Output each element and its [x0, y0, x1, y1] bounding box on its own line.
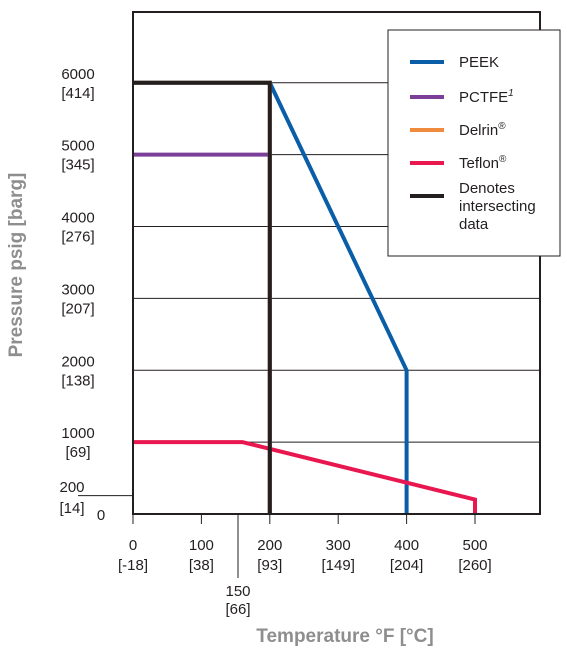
x-tick-label-c-300: [149]	[322, 557, 355, 574]
y-tick-label-0: 0	[97, 507, 105, 524]
y-tick-label-6000: 6000	[61, 66, 94, 83]
axes: 01000[69]2000[138]3000[207]4000[276]5000…	[59, 66, 491, 618]
series-line-pctfe	[133, 152, 272, 514]
y-axis-title: Pressure psig [barg]	[6, 173, 27, 358]
y-tick-label-bar-2000: [138]	[61, 372, 94, 389]
y-tick-label-bar-1000: [69]	[65, 444, 90, 461]
y-extra-tick-label: 200	[59, 479, 84, 496]
y-tick-label-3000: 3000	[61, 281, 94, 298]
y-tick-label-bar-6000: [414]	[61, 85, 94, 102]
x-tick-label-0: 0	[129, 537, 137, 554]
x-tick-label-c-0: [-18]	[118, 557, 148, 574]
legend-label-2: Delrin®	[459, 121, 506, 139]
y-tick-label-1000: 1000	[61, 425, 94, 442]
x-tick-label-500: 500	[462, 537, 487, 554]
x-axis-title: Temperature °F [°C]	[256, 626, 433, 647]
y-tick-label-bar-5000: [345]	[61, 157, 94, 174]
x-tick-label-400: 400	[394, 537, 419, 554]
x-extra-tick-label: 150	[225, 583, 250, 600]
legend: PEEK PCTFE1 Delrin® Teflon® Denotes intersect…	[387, 29, 561, 257]
x-tick-label-300: 300	[326, 537, 351, 554]
series-lines	[133, 80, 477, 514]
x-tick-label-200: 200	[257, 537, 282, 554]
legend-label-3: Teflon®	[459, 154, 507, 172]
plot-frame	[132, 11, 541, 515]
y-tick-label-2000: 2000	[61, 353, 94, 370]
x-tick-label-c-100: [38]	[189, 557, 214, 574]
legend-label-4: Denotes intersecting data	[459, 180, 536, 233]
x-tick-label-c-400: [204]	[390, 557, 423, 574]
x-extra-tick-label-c: [66]	[225, 601, 250, 618]
x-tick-label-100: 100	[189, 537, 214, 554]
legend-label-1: PCTFE1	[459, 88, 514, 106]
legend-box	[387, 29, 561, 257]
x-tick-label-c-500: [260]	[458, 557, 491, 574]
series-line-teflon	[133, 440, 477, 514]
y-tick-label-bar-4000: [276]	[61, 229, 94, 246]
series-line-denotes-intersecting-data	[133, 80, 272, 514]
y-extra-tick-label-bar: [14]	[59, 500, 84, 517]
x-tick-label-c-200: [93]	[257, 557, 282, 574]
y-tick-label-5000: 5000	[61, 138, 94, 155]
y-tick-label-bar-3000: [207]	[61, 300, 94, 317]
legend-label-0: PEEK	[459, 54, 499, 71]
y-tick-label-4000: 4000	[61, 210, 94, 227]
